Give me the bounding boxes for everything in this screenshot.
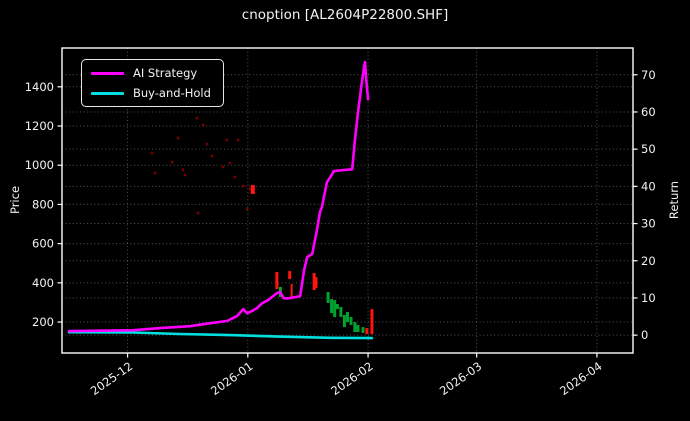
candle-red — [290, 284, 293, 300]
legend-item-ai-strategy: AI Strategy — [91, 66, 211, 80]
price-minor-mark — [195, 116, 199, 120]
return-tick-label: 60 — [641, 105, 656, 119]
ai-strategy-line-swatch — [91, 71, 124, 75]
candle-red — [288, 271, 292, 280]
price-minor-mark — [228, 161, 232, 165]
candle-green — [333, 300, 337, 318]
price-tick-label: 1000 — [25, 158, 54, 172]
x-tick-label: 2026-04 — [557, 359, 604, 398]
candle-red — [275, 272, 279, 290]
price-minor-mark — [196, 211, 200, 215]
candle-green — [356, 324, 360, 333]
candle-green — [349, 316, 353, 325]
right-axis-title: Return — [667, 180, 681, 220]
price-minor-mark — [236, 138, 240, 142]
price-minor-mark — [225, 138, 229, 142]
series-line-ai-strategy — [67, 60, 370, 333]
candle-red — [315, 277, 318, 289]
price-minor-mark — [150, 151, 154, 155]
return-tick-label: 40 — [641, 179, 656, 193]
buy-and-hold-line-swatch — [91, 91, 124, 95]
candle-green — [342, 314, 346, 328]
price-minor-mark — [201, 123, 205, 127]
series-line-buy-and-hold — [67, 330, 374, 340]
candle-red — [370, 309, 374, 335]
legend-label-buy-and-hold: Buy-and-Hold — [133, 86, 211, 100]
return-tick-label: 30 — [641, 217, 656, 231]
candle-green — [339, 306, 343, 317]
price-minor-mark — [183, 173, 187, 177]
candle-red — [312, 273, 316, 291]
candle-green — [346, 312, 349, 323]
x-tick-label: 2026-02 — [328, 359, 375, 398]
candle-green — [335, 303, 339, 310]
return-tick-label: 20 — [641, 254, 656, 268]
candle-red — [365, 328, 369, 335]
price-minor-mark — [248, 187, 252, 191]
price-minor-mark — [176, 136, 180, 140]
price-minor-mark — [245, 207, 249, 211]
candle-green — [361, 327, 365, 334]
return-tick-label: 50 — [641, 142, 656, 156]
price-minor-mark — [153, 171, 157, 175]
price-minor-mark — [221, 165, 225, 169]
candle-green — [330, 299, 334, 314]
price-tick-label: 800 — [32, 197, 54, 211]
price-minor-mark — [181, 168, 185, 172]
x-tick-label: 2026-01 — [208, 359, 255, 398]
left-axis-title: Price — [8, 185, 22, 215]
price-tick-label: 1200 — [25, 119, 54, 133]
price-tick-label: 1400 — [25, 80, 54, 94]
return-tick-label: 0 — [641, 328, 648, 342]
candle-red — [250, 185, 255, 195]
x-tick-label: 2025-12 — [88, 359, 135, 398]
x-tick-label: 2026-03 — [437, 359, 484, 398]
price-minor-mark — [233, 175, 237, 179]
price-minor-mark — [241, 184, 245, 188]
plot-border — [61, 47, 634, 354]
legend: AI Strategy Buy-and-Hold — [81, 59, 224, 107]
price-minor-mark — [170, 160, 174, 164]
legend-label-ai-strategy: AI Strategy — [133, 66, 198, 80]
price-tick-label: 600 — [32, 237, 54, 251]
price-minor-mark — [205, 142, 209, 146]
price-minor-mark — [210, 154, 214, 158]
return-tick-label: 70 — [641, 68, 656, 82]
legend-item-buy-and-hold: Buy-and-Hold — [91, 86, 211, 100]
price-tick-label: 200 — [32, 315, 54, 329]
candle-green — [353, 322, 357, 333]
return-tick-label: 10 — [641, 291, 656, 305]
chart-title: cnoption [AL2604P22800.SHF] — [241, 7, 449, 23]
candle-green — [326, 292, 330, 304]
price-tick-label: 400 — [32, 276, 54, 290]
